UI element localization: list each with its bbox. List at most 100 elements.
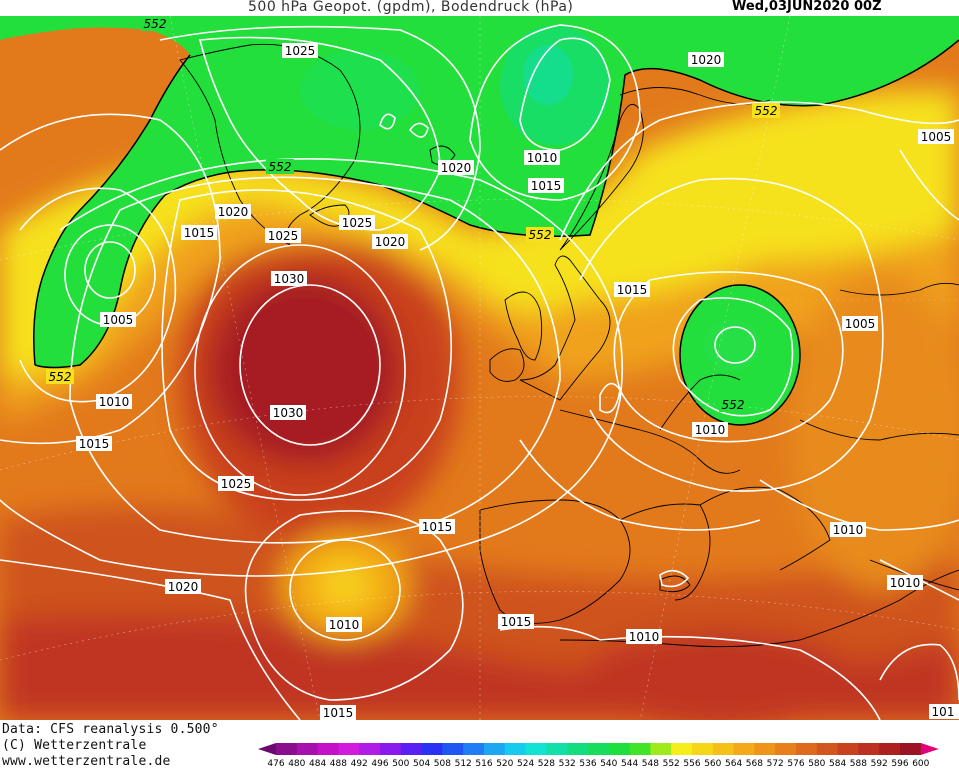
pressure-label: 1010 bbox=[830, 522, 866, 537]
colorbar-swatch bbox=[567, 743, 589, 755]
pressure-label: 1005 bbox=[100, 312, 136, 327]
svg-text:1025: 1025 bbox=[285, 44, 316, 58]
colorbar-swatch bbox=[359, 743, 381, 755]
website: www.wetterzentrale.de bbox=[2, 754, 171, 769]
pressure-label: 1015 bbox=[528, 178, 564, 193]
svg-text:1025: 1025 bbox=[221, 477, 252, 491]
colorbar-swatch bbox=[421, 743, 443, 755]
colorbar-tick-label: 576 bbox=[787, 759, 804, 769]
geopotential-label: 552 bbox=[752, 103, 780, 118]
colorbar-tick-label: 492 bbox=[351, 759, 368, 769]
pressure-label: 1020 bbox=[438, 160, 474, 175]
svg-text:1015: 1015 bbox=[501, 615, 532, 629]
pressure-label: 1010 bbox=[887, 575, 923, 590]
colorbar-tick-label: 600 bbox=[912, 759, 929, 769]
svg-text:1005: 1005 bbox=[921, 130, 952, 144]
colorbar-tick-label: 580 bbox=[808, 759, 825, 769]
colorbar-swatch bbox=[442, 743, 464, 755]
colorbar-tick-label: 592 bbox=[871, 759, 888, 769]
colorbar-swatch bbox=[338, 743, 360, 755]
pressure-label: 1010 bbox=[96, 394, 132, 409]
colorbar-swatch bbox=[671, 743, 693, 755]
svg-text:1025: 1025 bbox=[342, 216, 373, 230]
pressure-label: 101 bbox=[929, 704, 959, 719]
geopotential-label: 552 bbox=[141, 16, 169, 31]
geopotential-field bbox=[0, 16, 959, 720]
colorbar-tick-label: 588 bbox=[850, 759, 867, 769]
colorbar-tick-label: 568 bbox=[746, 759, 763, 769]
svg-text:1015: 1015 bbox=[531, 179, 562, 193]
colorbar-tick-label: 512 bbox=[455, 759, 472, 769]
colorbar-swatch bbox=[692, 743, 714, 755]
colorbar-tick-label: 484 bbox=[309, 759, 326, 769]
colorbar-tick-label: 596 bbox=[891, 759, 908, 769]
weather-map: 552 552 552 552 552 552 1025 1020 1020 1… bbox=[0, 16, 959, 720]
colorbar-swatch bbox=[900, 743, 922, 755]
colorbar-tick-label: 500 bbox=[392, 759, 409, 769]
colorbar-arrow-right bbox=[920, 743, 939, 755]
colorbar-swatch bbox=[608, 743, 631, 755]
svg-text:1025: 1025 bbox=[268, 229, 299, 243]
colorbar-swatch bbox=[296, 743, 319, 755]
colorbar-tick-label: 564 bbox=[725, 759, 742, 769]
svg-text:1015: 1015 bbox=[422, 520, 453, 534]
pressure-label-group: 1025 1020 1020 1015 1010 1005 1020 1015 … bbox=[76, 43, 959, 720]
pressure-label: 1015 bbox=[76, 436, 112, 451]
pressure-label: 1025 bbox=[218, 476, 254, 491]
chart-title: 500 hPa Geopot. (gpdm), Bodendruck (hPa) bbox=[248, 0, 574, 15]
colorbar-tick-label: 520 bbox=[496, 759, 513, 769]
svg-text:1005: 1005 bbox=[103, 313, 134, 327]
colorbar-tick-label: 504 bbox=[413, 759, 430, 769]
colorbar-tick-label: 556 bbox=[683, 759, 700, 769]
pressure-label: 1010 bbox=[626, 629, 662, 644]
svg-text:101: 101 bbox=[932, 705, 955, 719]
colorbar-tick-label: 532 bbox=[559, 759, 576, 769]
colorbar-tick-label: 552 bbox=[663, 759, 680, 769]
svg-text:1010: 1010 bbox=[629, 630, 660, 644]
colorbar-swatch bbox=[317, 743, 339, 755]
pressure-label: 1030 bbox=[270, 405, 306, 420]
svg-text:552: 552 bbox=[269, 160, 292, 174]
svg-text:1010: 1010 bbox=[527, 151, 558, 165]
svg-text:552: 552 bbox=[144, 17, 167, 31]
svg-text:1020: 1020 bbox=[168, 580, 199, 594]
pressure-label: 1020 bbox=[688, 52, 724, 67]
copyright: (C) Wetterzentrale bbox=[2, 738, 147, 753]
pressure-label: 1020 bbox=[372, 234, 408, 249]
colorbar-swatch bbox=[816, 743, 839, 755]
svg-text:1015: 1015 bbox=[79, 437, 110, 451]
colorbar-tick-label: 544 bbox=[621, 759, 638, 769]
pressure-label: 1015 bbox=[320, 705, 356, 720]
colorbar-swatch bbox=[796, 743, 818, 755]
colorbar-tick-label: 496 bbox=[371, 759, 388, 769]
colorbar-legend: 476 480 484 488 492 496 500 504 508 512 516 520 524 5… bbox=[258, 743, 939, 769]
pressure-label: 1020 bbox=[165, 579, 201, 594]
svg-text:552: 552 bbox=[722, 398, 745, 412]
colorbar-tick-label: 540 bbox=[600, 759, 617, 769]
isobars bbox=[0, 24, 959, 720]
colorbar-swatch bbox=[629, 743, 651, 755]
svg-text:1005: 1005 bbox=[845, 317, 876, 331]
colorbar-tick-label: 584 bbox=[829, 759, 846, 769]
colorbar-tick-label: 560 bbox=[704, 759, 721, 769]
colorbar-swatch bbox=[546, 743, 568, 755]
pressure-label: 1005 bbox=[842, 316, 878, 331]
svg-text:552: 552 bbox=[755, 104, 778, 118]
pressure-label: 1015 bbox=[498, 614, 534, 629]
pressure-label: 1010 bbox=[692, 422, 728, 437]
pressure-label: 1020 bbox=[215, 204, 251, 219]
svg-text:1020: 1020 bbox=[218, 205, 249, 219]
geopotential-label: 552 bbox=[266, 159, 294, 174]
pressure-label: 1015 bbox=[181, 225, 217, 240]
valid-date: Wed,03JUN2020 00Z bbox=[732, 0, 882, 14]
svg-text:1010: 1010 bbox=[890, 576, 921, 590]
pressure-label: 1025 bbox=[339, 215, 375, 230]
svg-text:552: 552 bbox=[529, 228, 552, 242]
colorbar-tick-label: 476 bbox=[267, 759, 284, 769]
colorbar-swatch bbox=[712, 743, 735, 755]
colorbar-tick-label: 528 bbox=[538, 759, 555, 769]
colorbar-swatch bbox=[276, 743, 298, 755]
pressure-label: 1025 bbox=[265, 228, 301, 243]
pressure-label: 1015 bbox=[614, 282, 650, 297]
colorbar-swatch bbox=[733, 743, 755, 755]
